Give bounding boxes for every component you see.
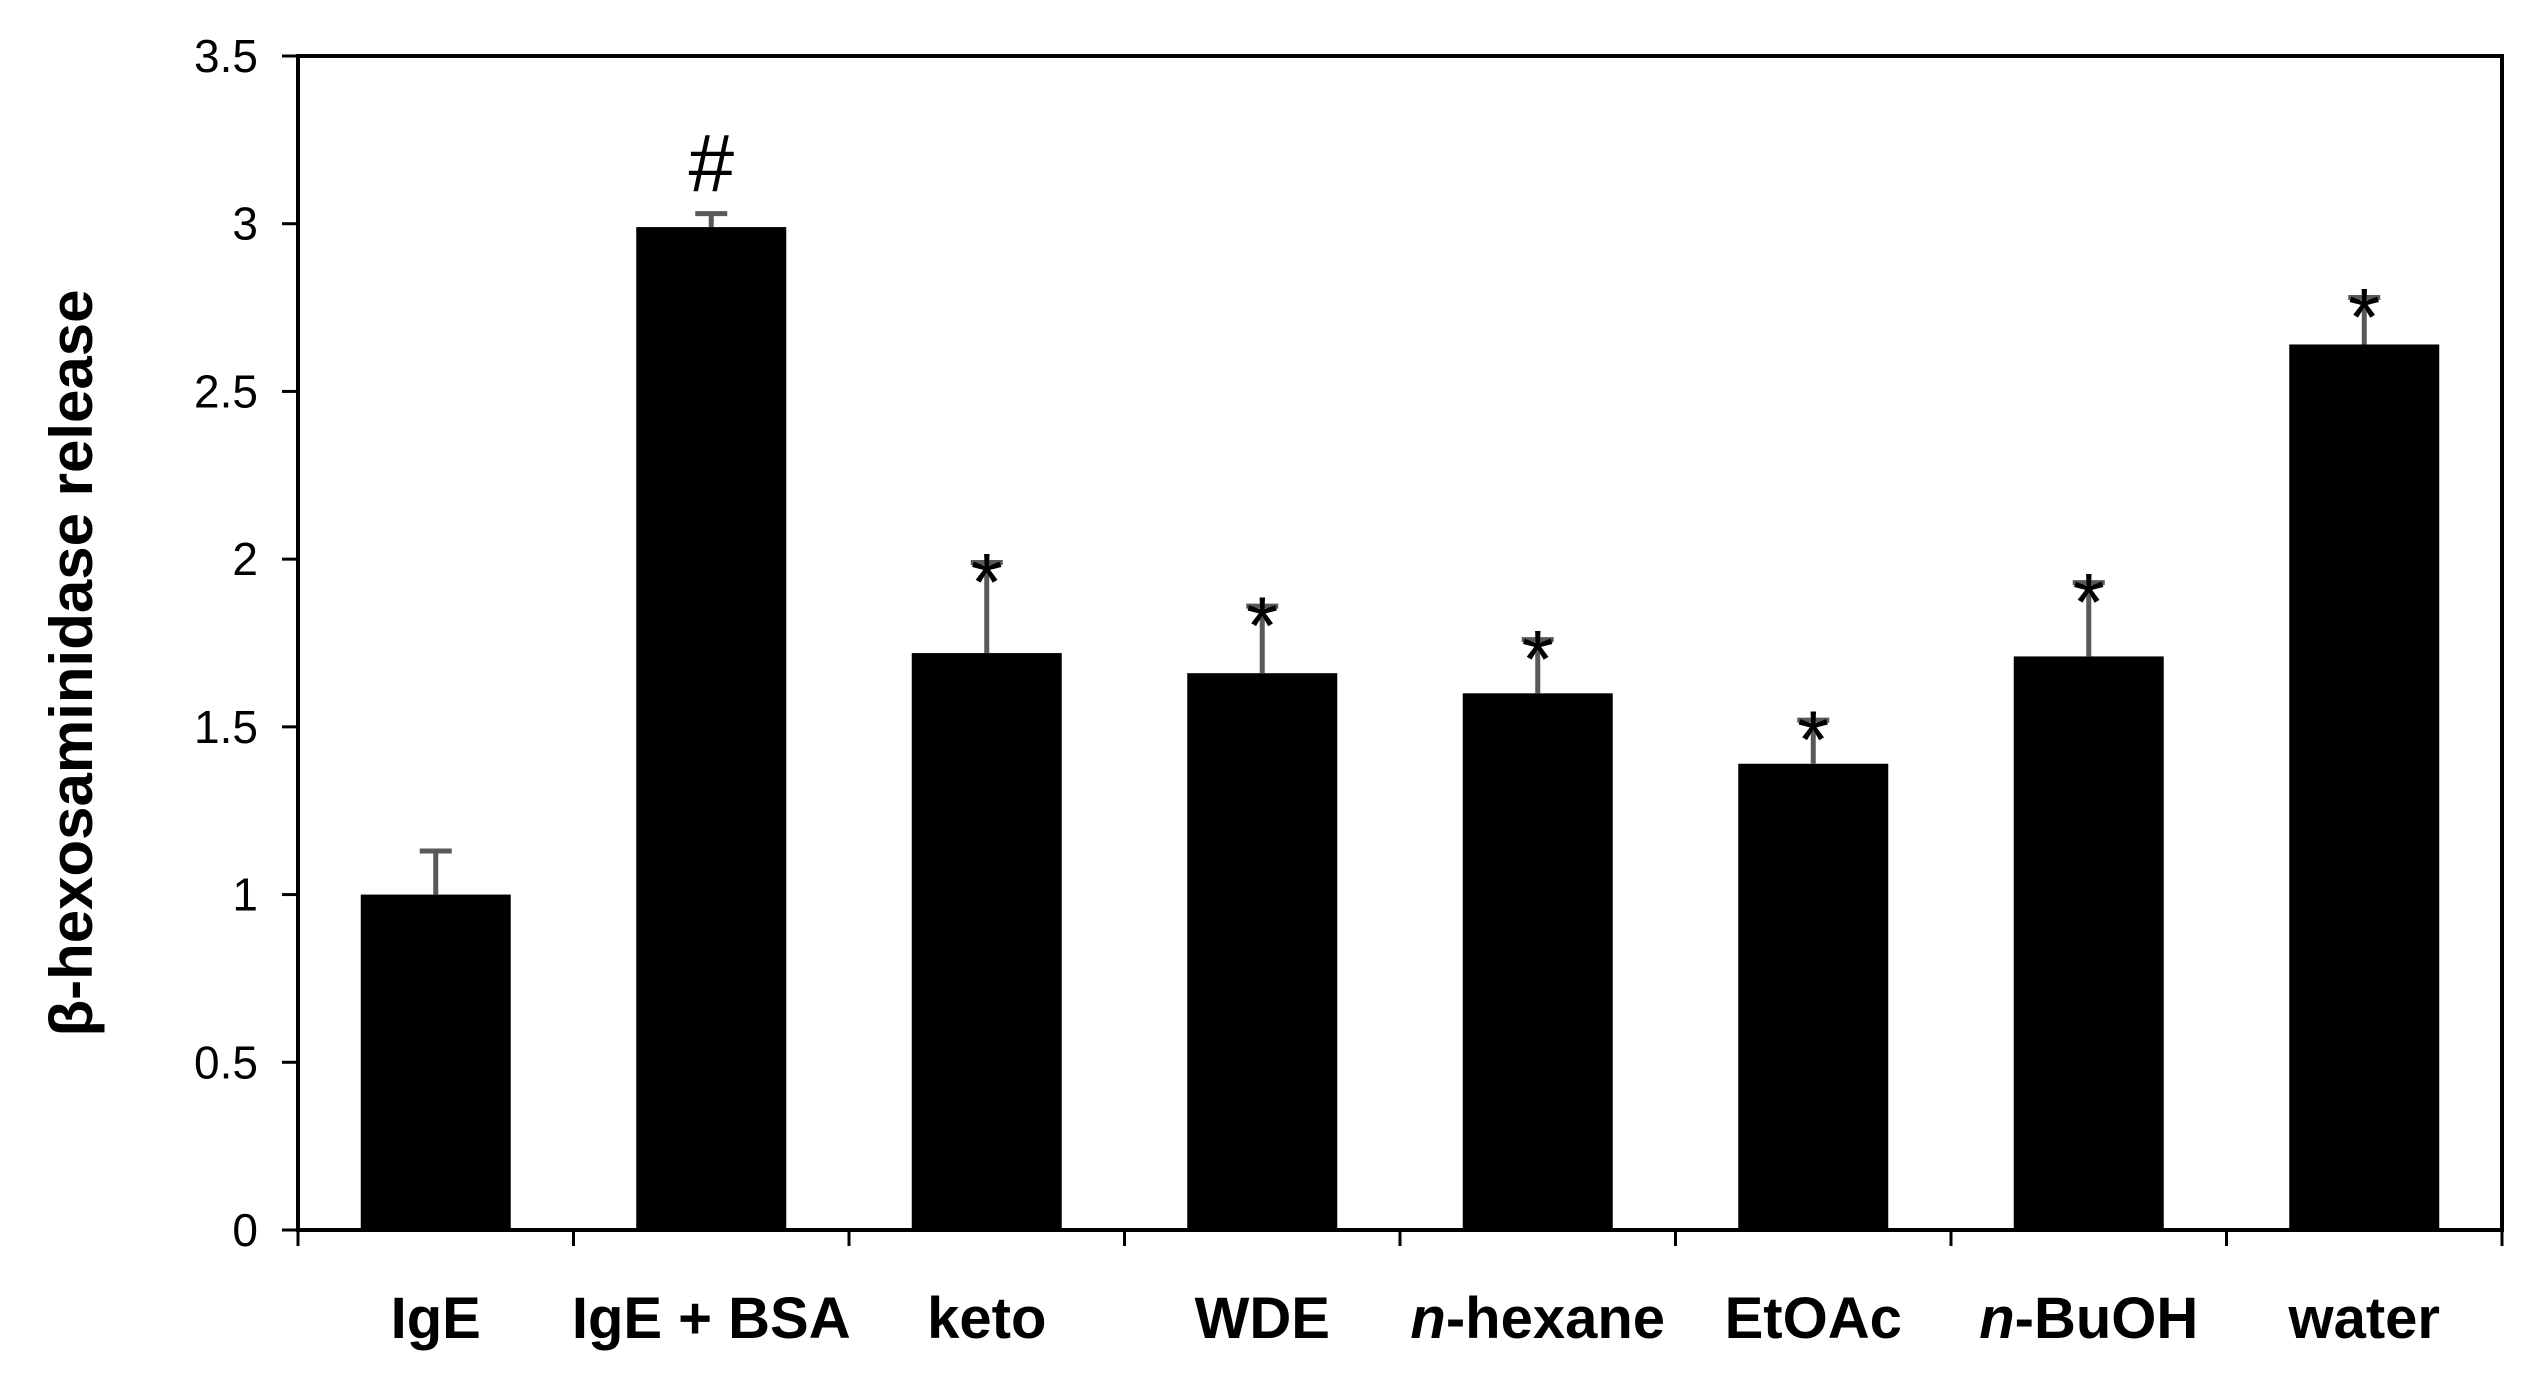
category-labels: IgE IgE + BSA keto WDE n-hexane EtOAc n-BuOH wa… bbox=[391, 1286, 2440, 1351]
y-tick-label: 2.5 bbox=[194, 365, 258, 417]
category-label-text: WDE bbox=[1195, 1286, 1330, 1351]
category-label-text: IgE + BSA bbox=[572, 1286, 851, 1351]
error-bars bbox=[419, 211, 2381, 895]
category-label-italic-prefix: n bbox=[1410, 1286, 1445, 1351]
category-label-text: keto bbox=[927, 1286, 1046, 1351]
significance-marks: # * * * * * * bbox=[688, 119, 2380, 786]
y-tick-label: 0 bbox=[232, 1204, 258, 1256]
category-label-text: water bbox=[2287, 1286, 2440, 1351]
significance-mark: * bbox=[2348, 273, 2380, 364]
category-label: WDE bbox=[1195, 1286, 1330, 1351]
bars bbox=[360, 227, 2440, 1230]
bar bbox=[636, 227, 787, 1230]
y-tick-label: 2 bbox=[232, 533, 258, 585]
category-label: IgE + BSA bbox=[572, 1286, 851, 1351]
significance-mark: * bbox=[2073, 558, 2105, 649]
bar bbox=[1462, 693, 1613, 1230]
bar bbox=[1738, 763, 1889, 1230]
significance-mark: # bbox=[688, 119, 734, 210]
category-label: water bbox=[2287, 1286, 2440, 1351]
y-axis-label: β-hexosaminidase release bbox=[38, 289, 105, 1036]
category-label-text: -hexane bbox=[1446, 1286, 1665, 1351]
bar bbox=[1187, 673, 1338, 1230]
significance-mark: * bbox=[971, 537, 1003, 628]
category-label: IgE bbox=[391, 1286, 481, 1351]
category-label: n-BuOH bbox=[1979, 1286, 2198, 1351]
x-axis bbox=[296, 1230, 2504, 1246]
y-tick-label: 3.5 bbox=[194, 30, 258, 82]
significance-mark: * bbox=[1797, 695, 1829, 786]
category-label-text: IgE bbox=[391, 1286, 481, 1351]
category-label: keto bbox=[927, 1286, 1046, 1351]
category-label: EtOAc bbox=[1725, 1286, 1902, 1351]
category-label-italic-prefix: n bbox=[1979, 1286, 2014, 1351]
y-tick-label: 1.5 bbox=[194, 701, 258, 753]
category-label-text: EtOAc bbox=[1725, 1286, 1902, 1351]
significance-mark: * bbox=[1246, 581, 1278, 672]
y-tick-label: 0.5 bbox=[194, 1036, 258, 1088]
y-tick-label: 1 bbox=[232, 869, 258, 921]
bar bbox=[2013, 656, 2164, 1230]
category-label: n-hexane bbox=[1410, 1286, 1665, 1351]
plot-frame bbox=[296, 54, 2504, 1232]
bar bbox=[911, 653, 1062, 1230]
category-label-text: -BuOH bbox=[2015, 1286, 2199, 1351]
y-tick-label: 3 bbox=[232, 198, 258, 250]
y-axis: 0 0.5 1 1.5 2 2.5 3 3.5 bbox=[194, 30, 298, 1256]
significance-mark: * bbox=[1522, 615, 1554, 706]
bar bbox=[2289, 344, 2440, 1230]
plot-border bbox=[296, 54, 2504, 1232]
bar bbox=[360, 894, 511, 1230]
